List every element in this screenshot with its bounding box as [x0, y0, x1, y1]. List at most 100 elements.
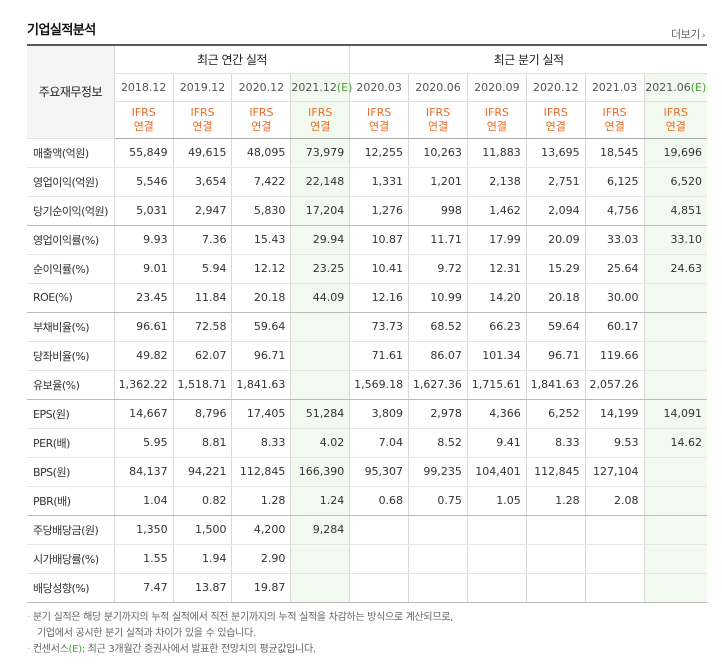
basis-header-0: IFRS 연결	[113, 101, 174, 139]
table-cell: 15.29	[525, 254, 586, 284]
basis-header-9: IFRS 연결	[643, 101, 707, 139]
table-cell: 1,627.36	[408, 370, 468, 400]
table-cell	[584, 573, 644, 603]
estimate-mark: (E)	[690, 80, 707, 94]
table-cell: 17.99	[466, 225, 527, 255]
more-label: 더보기	[671, 28, 700, 41]
period-label: 2019.12	[179, 80, 226, 94]
bullet-icon: ·	[27, 644, 30, 655]
table-cell: 12.16	[349, 283, 409, 313]
table-cell: 20.18	[525, 283, 586, 313]
row-label: 시가배당률(%)	[27, 544, 115, 574]
table-body: 매출액(억원) 55,849 49,615 48,095 73,979 12,255 10,…	[27, 138, 707, 603]
footnotes: · 분기 실적은 해당 분기까지의 누적 실적에서 직전 분기까지의 누적 실적을…	[27, 610, 453, 658]
period-header-5: 2020.06	[408, 73, 468, 102]
table-cell: 14,199	[584, 399, 644, 429]
table-cell: 1,462	[466, 196, 527, 226]
table-cell: 9.93	[113, 225, 174, 255]
table-cell: 4,366	[466, 399, 527, 429]
basis-header-3: IFRS 연결	[290, 101, 350, 139]
row-label: 영업이익률(%)	[27, 225, 115, 255]
table-cell: 11.84	[172, 283, 232, 313]
table-cell: 9.53	[584, 428, 644, 458]
row-label: EPS(원)	[27, 399, 115, 429]
more-link[interactable]: 더보기 ›	[671, 26, 706, 42]
table-cell: 2,057.26	[584, 370, 644, 400]
basis-standard: IFRS	[484, 105, 509, 119]
basis-consolidation: 연결	[665, 119, 686, 133]
row-label: 부채비율(%)	[27, 312, 115, 342]
table-row: 부채비율(%) 96.61 72.58 59.64 73.73 68.52 66.23 59.…	[27, 312, 707, 342]
table-cell: 5,031	[113, 196, 174, 226]
table-cell: 10,263	[408, 138, 468, 168]
table-cell: 2,751	[525, 167, 586, 197]
table-cell: 29.94	[290, 225, 350, 255]
table-cell: 2,947	[172, 196, 232, 226]
basis-header-4: IFRS 연결	[349, 101, 409, 139]
basis-standard: IFRS	[543, 105, 568, 119]
table-cell: 14,091	[643, 399, 707, 429]
row-header-label: 주요재무정보	[27, 44, 115, 139]
table-cell: 5.94	[172, 254, 232, 284]
basis-consolidation: 연결	[192, 119, 213, 133]
table-cell: 44.09	[290, 283, 350, 313]
table-cell: 119.66	[584, 341, 644, 371]
table-cell: 71.61	[349, 341, 409, 371]
table-cell: 13,695	[525, 138, 586, 168]
table-cell: 9.41	[466, 428, 527, 458]
basis-header-2: IFRS 연결	[231, 101, 291, 139]
table-row: 영업이익(억원) 5,546 3,654 7,422 22,148 1,331 1,201 2…	[27, 167, 707, 197]
table-cell	[643, 486, 707, 516]
row-label: 영업이익(억원)	[27, 167, 115, 197]
table-cell: 2,094	[525, 196, 586, 226]
table-cell: 48,095	[231, 138, 291, 168]
table-row: EPS(원) 14,667 8,796 17,405 51,284 3,809 2,978 4…	[27, 399, 707, 429]
table-cell: 2.90	[231, 544, 291, 574]
table-cell	[290, 573, 350, 603]
period-label: 2020.12	[532, 80, 579, 94]
table-cell: 60.17	[584, 312, 644, 342]
estimate-mark: (E)	[336, 80, 353, 94]
table-cell	[584, 544, 644, 574]
table-cell	[290, 370, 350, 400]
bullet-icon: ·	[27, 612, 30, 623]
table-row: 유보율(%) 1,362.22 1,518.71 1,841.63 1,569.18 1,…	[27, 370, 707, 400]
period-header-row: 2018.12 2019.12 2020.12 2021.12(E) 2020.03 20…	[27, 73, 707, 102]
period-label: 2018.12	[120, 80, 167, 94]
group-quarter-header: 최근 분기 실적	[349, 44, 707, 74]
basis-header-5: IFRS 연결	[408, 101, 468, 139]
table-cell	[408, 573, 468, 603]
table-cell: 1,331	[349, 167, 409, 197]
table-cell: 1,362.22	[113, 370, 174, 400]
table-cell: 4,200	[231, 515, 291, 545]
table-cell: 6,520	[643, 167, 707, 197]
table-cell	[290, 312, 350, 342]
table-cell: 6,252	[525, 399, 586, 429]
table-row: 주당배당금(원) 1,350 1,500 4,200 9,284	[27, 515, 707, 545]
table-cell: 1.04	[113, 486, 174, 516]
financial-summary-table-wrap: 주요재무정보 최근 연간 실적 최근 분기 실적 2018.12 2019.12 2…	[27, 44, 707, 603]
table-cell	[643, 544, 707, 574]
table-cell	[643, 573, 707, 603]
table-cell: 3,654	[172, 167, 232, 197]
footnote-2: · 컨센서스(E): 최근 3개월간 증권사에서 발표한 전망치의 평균값입니다.	[27, 642, 453, 658]
row-label: 배당성향(%)	[27, 573, 115, 603]
table-cell: 8.81	[172, 428, 232, 458]
footnote-1-cont: 기업에서 공시한 분기 실적과 차이가 있을 수 있습니다.	[37, 628, 256, 639]
period-header-9: 2021.06(E)	[643, 73, 707, 102]
table-cell: 2,978	[408, 399, 468, 429]
table-cell: 10.41	[349, 254, 409, 284]
basis-header-8: IFRS 연결	[584, 101, 644, 139]
period-header-8: 2021.03	[584, 73, 644, 102]
table-cell: 96.61	[113, 312, 174, 342]
table-cell	[525, 573, 586, 603]
table-cell: 112,845	[231, 457, 291, 487]
basis-consolidation: 연결	[545, 119, 566, 133]
table-cell: 10.87	[349, 225, 409, 255]
table-cell: 1,841.63	[231, 370, 291, 400]
basis-header-7: IFRS 연결	[525, 101, 586, 139]
table-cell: 96.71	[525, 341, 586, 371]
table-cell: 72.58	[172, 312, 232, 342]
chevron-right-icon: ›	[701, 31, 706, 41]
period-label: 2021.03	[591, 80, 638, 94]
